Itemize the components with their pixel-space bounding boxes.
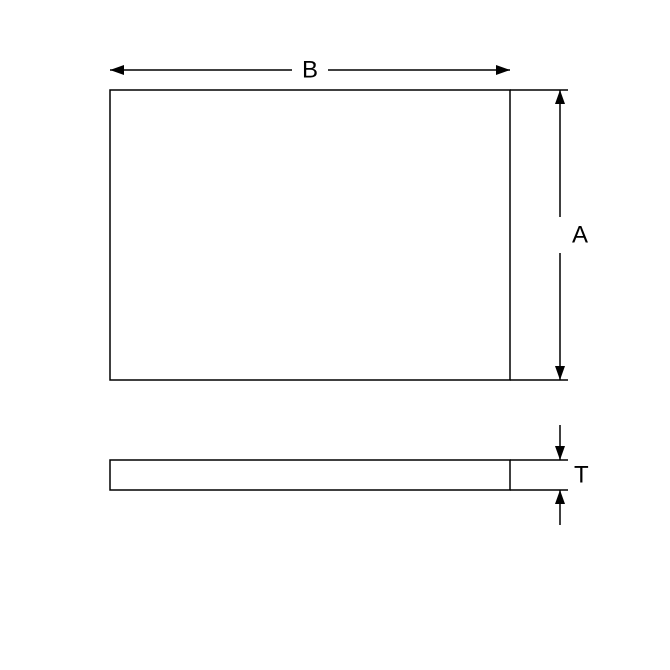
dimension-t: T xyxy=(510,425,589,525)
dimension-b-label: B xyxy=(302,56,318,83)
dimension-a: A xyxy=(510,90,588,380)
dimension-a-label: A xyxy=(572,221,588,248)
dimension-t-label: T xyxy=(574,461,589,488)
top-view-rectangle xyxy=(110,90,510,380)
technical-drawing: B A T xyxy=(0,0,670,670)
side-view-rectangle xyxy=(110,460,510,490)
dimension-b: B xyxy=(110,56,510,83)
